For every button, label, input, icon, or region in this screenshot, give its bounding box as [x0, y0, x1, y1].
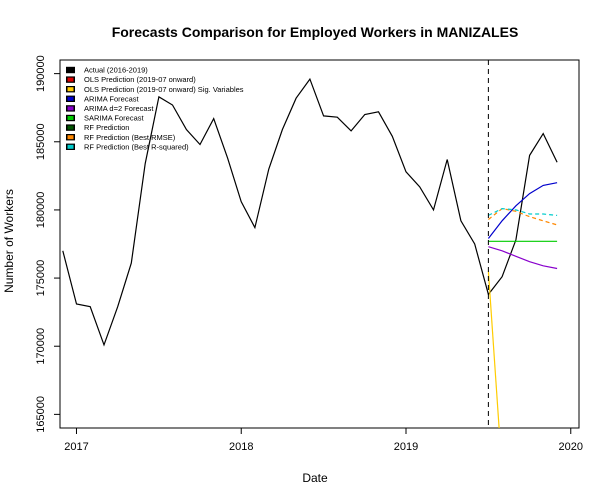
- legend-label: RF Prediction (Best R-squared): [84, 142, 189, 151]
- series-line-7: [488, 207, 558, 226]
- legend-label: SARIMA Forecast: [84, 114, 145, 123]
- legend-label: ARIMA d=2 Forecast: [84, 104, 154, 113]
- legend: Actual (2016-2019)OLS Prediction (2019-0…: [66, 66, 244, 151]
- x-tick-label: 2018: [229, 441, 253, 453]
- series-line-0: [62, 77, 558, 347]
- y-tick-label: 165000: [35, 396, 47, 433]
- legend-item: ARIMA Forecast: [66, 94, 140, 103]
- legend-swatch: [67, 144, 74, 149]
- y-tick-label: 190000: [35, 55, 47, 92]
- series-line-2: [487, 271, 500, 428]
- legend-label: RF Prediction (Best RMSE): [84, 133, 176, 142]
- legend-item: OLS Prediction (2019-07 onward): [66, 75, 196, 84]
- y-tick-label: 180000: [35, 192, 47, 229]
- legend-item: RF Prediction (Best RMSE): [66, 133, 176, 142]
- legend-item: Actual (2016-2019): [66, 66, 148, 75]
- series-layer: [62, 77, 558, 428]
- legend-swatch: [67, 116, 74, 120]
- axis-layer: 2017 2018 2019 2020 165000 170000 175000 180000…: [35, 55, 583, 453]
- chart-title: Forecasts Comparison for Employed Worker…: [112, 24, 519, 40]
- series-line-8: [488, 207, 558, 216]
- legend-item: RF Prediction (Best R-squared): [66, 142, 189, 151]
- series-line-3: [487, 182, 558, 239]
- legend-item: SARIMA Forecast: [66, 114, 145, 123]
- legend-label: RF Prediction: [84, 123, 129, 132]
- x-axis-label: Date: [302, 471, 328, 485]
- x-tick-label: 2017: [64, 441, 88, 453]
- plot-frame: [59, 59, 580, 429]
- legend-swatch: [67, 96, 74, 101]
- y-tick-label: 170000: [35, 328, 47, 365]
- y-tick-label: 185000: [35, 123, 47, 160]
- x-tick-label: 2019: [394, 441, 418, 453]
- legend-swatch: [67, 125, 74, 130]
- legend-item: OLS Prediction (2019-07 onward) Sig. Var…: [66, 85, 244, 94]
- legend-label: ARIMA Forecast: [84, 94, 140, 103]
- legend-swatch: [67, 87, 74, 92]
- x-tick-label: 2020: [559, 441, 583, 453]
- legend-label: Actual (2016-2019): [84, 66, 148, 75]
- legend-swatch: [67, 135, 74, 140]
- legend-label: OLS Prediction (2019-07 onward): [84, 75, 196, 84]
- series-line-4: [488, 246, 558, 270]
- legend-swatch: [67, 77, 74, 82]
- legend-swatch: [67, 68, 74, 72]
- legend-swatch: [67, 106, 74, 111]
- legend-item: ARIMA d=2 Forecast: [66, 104, 154, 113]
- y-tick-label: 175000: [35, 260, 47, 297]
- legend-label: OLS Prediction (2019-07 onward) Sig. Var…: [84, 85, 244, 94]
- y-axis-label: Number of Workers: [2, 189, 16, 293]
- legend-item: RF Prediction: [66, 123, 129, 132]
